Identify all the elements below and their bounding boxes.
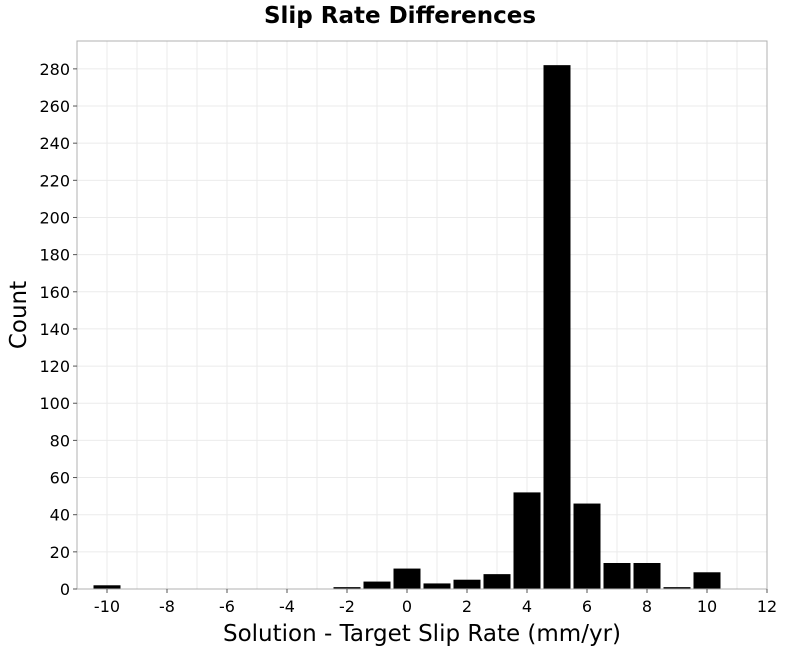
y-tick-label: 240 — [39, 134, 70, 153]
y-tick-label: 20 — [50, 543, 70, 562]
x-tick-label: 0 — [402, 597, 412, 616]
x-tick-label: -6 — [219, 597, 235, 616]
histogram-bar — [453, 579, 481, 589]
bars-group — [93, 65, 721, 589]
y-tick-label: 40 — [50, 506, 70, 525]
x-axis-label: Solution - Target Slip Rate (mm/yr) — [223, 621, 621, 647]
y-tick-label: 160 — [39, 283, 70, 302]
histogram-bar — [573, 503, 601, 589]
y-tick-label: 180 — [39, 246, 70, 265]
y-tick-label: 60 — [50, 469, 70, 488]
histogram-bar — [93, 585, 121, 589]
y-tick-label: 0 — [60, 580, 70, 599]
grid-lines — [76, 41, 768, 590]
histogram-bar — [693, 572, 721, 589]
y-tick-label: 100 — [39, 394, 70, 413]
histogram-bar — [423, 583, 451, 589]
x-tick-label: 4 — [522, 597, 532, 616]
histogram-bar — [483, 574, 511, 589]
x-tick-label: -10 — [94, 597, 120, 616]
histogram-bar — [663, 587, 691, 589]
x-tick-label: 6 — [582, 597, 592, 616]
x-axis-ticks: -10 -8 -6 -4 -2 0 2 4 6 8 10 12 — [94, 589, 777, 616]
y-tick-label: 220 — [39, 171, 70, 190]
histogram-bar — [363, 581, 391, 589]
y-tick-label: 280 — [39, 60, 70, 79]
y-tick-label: 260 — [39, 97, 70, 116]
x-tick-label: 10 — [697, 597, 717, 616]
chart-title: Slip Rate Differences — [264, 3, 536, 29]
x-tick-label: 8 — [642, 597, 652, 616]
x-tick-label: 2 — [462, 597, 472, 616]
histogram-bar — [393, 568, 421, 589]
histogram-bar — [333, 587, 361, 589]
plot-frame — [76, 40, 768, 590]
y-tick-label: 80 — [50, 431, 70, 450]
x-tick-label: -2 — [339, 597, 355, 616]
x-tick-label: -8 — [159, 597, 175, 616]
y-tick-label: 140 — [39, 320, 70, 339]
y-axis-label: Count — [6, 281, 32, 349]
y-tick-label: 200 — [39, 208, 70, 227]
histogram-bar — [513, 492, 541, 589]
y-tick-label: 120 — [39, 357, 70, 376]
histogram-bar — [633, 562, 661, 589]
histogram-bar — [603, 562, 631, 589]
x-tick-label: -4 — [279, 597, 295, 616]
y-axis-ticks: 0 20 40 60 80 100 120 140 160 180 200 220 240 260 280 — [39, 60, 77, 599]
x-tick-label: 12 — [757, 597, 777, 616]
histogram-bar — [543, 65, 571, 589]
